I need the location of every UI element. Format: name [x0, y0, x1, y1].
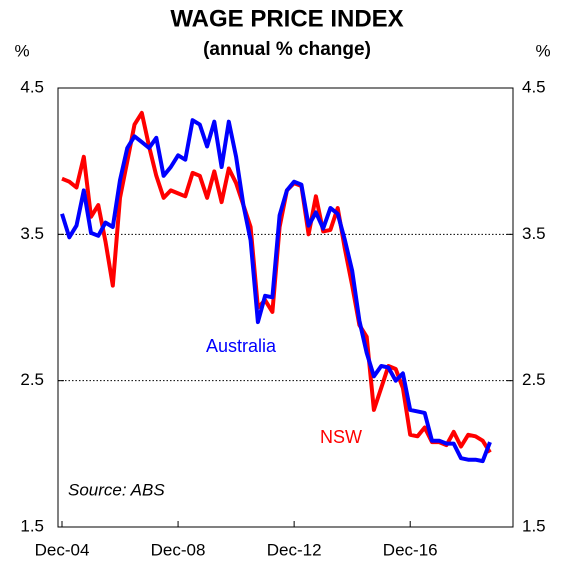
y2-tick-label: 4.5: [522, 77, 546, 96]
y2-tick-label: 2.5: [522, 370, 546, 389]
series-line: [61, 110, 492, 454]
y-axis-label: %: [14, 41, 29, 60]
plot-frame: [57, 87, 514, 528]
y-tick-label: 2.5: [20, 370, 44, 389]
x-tick-label: Dec-12: [267, 540, 322, 559]
y2-tick-label: 1.5: [522, 516, 546, 535]
y2-tick-label: 3.5: [522, 224, 546, 243]
y-tick-label: 3.5: [20, 224, 44, 243]
x-tick-label: Dec-08: [151, 540, 206, 559]
x-tick-label: Dec-16: [383, 540, 438, 559]
chart-subtitle: (annual % change): [203, 39, 371, 60]
chart-title: WAGE PRICE INDEX: [170, 5, 403, 32]
x-tick-label: Dec-04: [35, 540, 90, 559]
legend-label: NSW: [320, 427, 362, 447]
y2-axis-label: %: [535, 41, 550, 60]
series-line: [60, 118, 492, 464]
y-tick-label: 1.5: [20, 516, 44, 535]
legend-label: Australia: [206, 336, 277, 356]
y-tick-label: 4.5: [20, 77, 44, 96]
source-note: Source: ABS: [68, 480, 165, 499]
